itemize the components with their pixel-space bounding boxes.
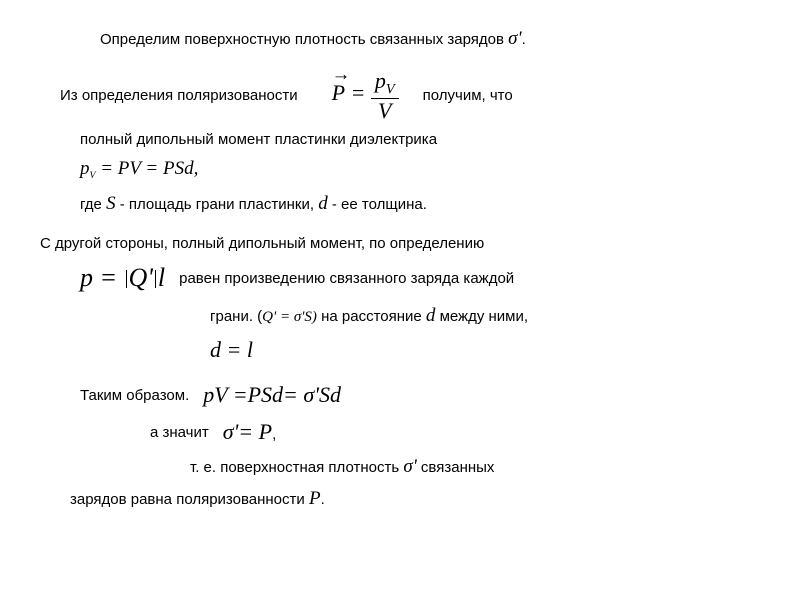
sigma: σ' bbox=[508, 28, 521, 49]
line-5: С другой стороны, полный дипольный момен… bbox=[40, 233, 760, 254]
line-1: Определим поверхностную плотность связан… bbox=[100, 26, 760, 53]
text-b: грани. ( bbox=[210, 308, 262, 325]
dot: . bbox=[522, 31, 526, 48]
eq: = bbox=[93, 263, 124, 292]
comma: , bbox=[272, 426, 276, 443]
line-4: где S - площадь грани пластинки, d - ее … bbox=[80, 191, 760, 218]
S: S bbox=[106, 193, 116, 214]
text-a: т. е. поверхностная плотность bbox=[190, 459, 403, 476]
text-b: получим, что bbox=[423, 85, 513, 106]
den: V bbox=[371, 99, 399, 123]
line-eq3: p = Q'l равен произведению связанного за… bbox=[80, 260, 760, 296]
eq-d-l: d = l bbox=[210, 335, 760, 366]
text-a: зарядов равна поляризованности bbox=[70, 491, 309, 508]
line-8: а значит σ'= P, bbox=[150, 417, 760, 448]
P-vec: P bbox=[332, 78, 345, 109]
line-9: т. е. поверхностная плотность σ' связанн… bbox=[190, 454, 760, 481]
Q-sigma-S: Q' = σ'S) bbox=[262, 309, 317, 325]
abs-l bbox=[126, 270, 127, 288]
text-b: - площадь грани пластинки, bbox=[116, 196, 319, 213]
eq5: pV =PSd= σ'Sd bbox=[203, 380, 341, 411]
sigma: σ' bbox=[403, 456, 416, 477]
eq: d = l bbox=[210, 337, 253, 362]
text-c: - ее толщина. bbox=[328, 196, 427, 213]
eq-pV-PSd: pV = PV = PSd, bbox=[80, 156, 760, 183]
text: Определим поверхностную плотность связан… bbox=[100, 31, 508, 48]
P: P bbox=[309, 488, 321, 509]
text: С другой стороны, полный дипольный момен… bbox=[40, 235, 484, 252]
text: а значит bbox=[150, 422, 209, 443]
d: d bbox=[318, 193, 328, 214]
text-a: равен произведению связанного заряда каж… bbox=[179, 268, 514, 289]
abs-r bbox=[155, 270, 156, 288]
text: полный дипольный момент пластинки диэлек… bbox=[80, 131, 437, 148]
text-b: связанных bbox=[417, 459, 495, 476]
Q: Q' bbox=[129, 263, 153, 292]
eq-p-Ql: p = Q'l bbox=[80, 260, 165, 296]
line-10: зарядов равна поляризованности P. bbox=[70, 486, 760, 513]
num-p: p bbox=[375, 68, 386, 93]
d: d bbox=[426, 305, 436, 326]
eq6: σ'= P bbox=[223, 419, 272, 444]
p: p bbox=[80, 263, 93, 292]
text-c: на расстояние bbox=[317, 308, 426, 325]
line-3: полный дипольный момент пластинки диэлек… bbox=[80, 129, 760, 150]
text-e: между ними, bbox=[435, 308, 528, 325]
line-6: грани. (Q' = σ'S) на расстояние d между … bbox=[210, 303, 760, 330]
text: Из определения поляризованости bbox=[60, 85, 298, 106]
text: Таким образом. bbox=[80, 385, 189, 406]
text-a: где bbox=[80, 196, 106, 213]
p: p bbox=[80, 158, 90, 179]
num-sub: V bbox=[386, 81, 395, 97]
line-7: Таким образом. pV =PSd= σ'Sd bbox=[80, 380, 760, 411]
fraction: pV V bbox=[371, 69, 399, 123]
dot: . bbox=[321, 491, 325, 508]
line-2: Из определения поляризованости P = pV V … bbox=[60, 69, 760, 123]
eq-P-pv-over-V: P = pV V bbox=[332, 69, 399, 123]
rest: = PV = PSd, bbox=[95, 158, 198, 179]
l: l bbox=[158, 263, 165, 292]
